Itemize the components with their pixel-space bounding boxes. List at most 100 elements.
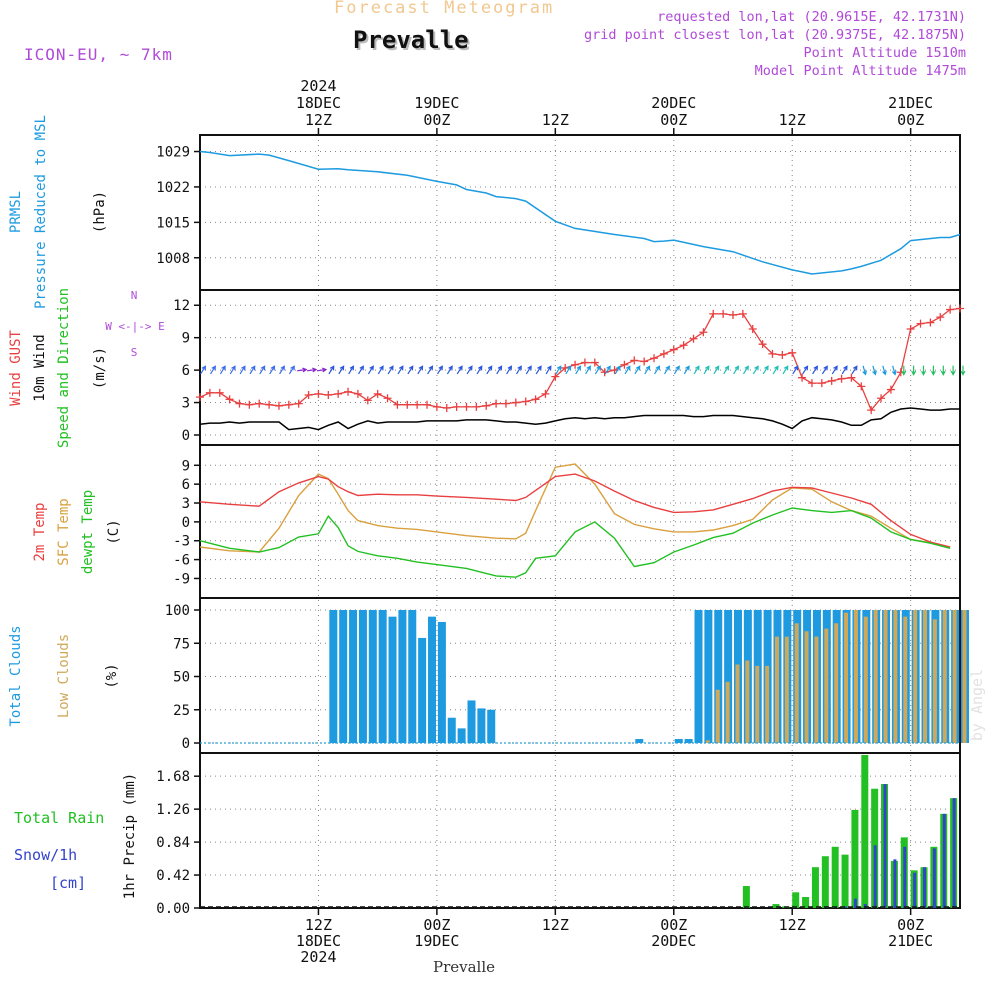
gust-marker (946, 305, 955, 314)
snow-bar (863, 904, 867, 908)
gust-marker (324, 390, 333, 399)
clouds-label-2: Low Clouds (56, 634, 72, 718)
wind-arrow (486, 365, 493, 375)
low-cloud-bar (804, 631, 809, 743)
gust-marker (788, 348, 797, 357)
total-cloud-bar (378, 610, 387, 743)
wind-arrow (219, 365, 226, 375)
precip-unit: 1hr Precip (mm) (122, 773, 138, 899)
wind-arrow (249, 365, 256, 375)
gust-marker (650, 354, 659, 363)
snow-bar (923, 867, 927, 908)
wind-arrow (397, 365, 404, 375)
x-tick-label-bottom: 12Z (542, 916, 569, 934)
low-cloud-bar (755, 665, 760, 743)
low-cloud-bar (883, 610, 888, 743)
rain-bar (821, 856, 829, 908)
clouds-unit: (%) (104, 663, 120, 688)
total-cloud-bar (724, 610, 733, 743)
wind-arrow (812, 365, 818, 375)
gust-marker (590, 358, 599, 367)
wind-arrow (634, 365, 641, 375)
wind-arrow (555, 365, 562, 375)
gust-marker (886, 385, 895, 394)
temp-label-3: dewpt Temp (80, 490, 96, 574)
wind-arrow (209, 365, 216, 375)
y-tick-label: -3 (173, 534, 190, 550)
low-cloud-bar (824, 628, 829, 743)
y-tick-label: 6 (182, 363, 190, 379)
wind-arrow (496, 365, 503, 375)
rain-bar (742, 886, 750, 908)
total-cloud-bar (457, 728, 466, 743)
gust-marker (758, 340, 767, 349)
gust-marker (827, 376, 836, 385)
gust-marker (847, 373, 856, 382)
y-tick-label: 1.68 (156, 769, 190, 785)
wind-arrow (654, 365, 661, 375)
gust-marker (531, 395, 540, 404)
compass-south: S (131, 346, 138, 359)
chart-subtitle: Forecast Meteogram (334, 0, 555, 18)
wind-arrow (338, 365, 345, 375)
low-cloud-bar (913, 610, 918, 743)
pressure-label-1: PRMSL (8, 191, 24, 233)
wind-arrow (841, 365, 848, 375)
low-cloud-bar (834, 623, 839, 743)
gust-marker (265, 400, 274, 409)
wind-arrow (872, 365, 877, 376)
x-tick-label-top: 12Z (542, 111, 569, 129)
gust-marker (235, 399, 244, 408)
gust-marker (669, 345, 678, 354)
total-cloud-bar (428, 616, 437, 743)
wind-arrow (723, 365, 730, 375)
low-cloud-bar (952, 610, 957, 743)
total-cloud-bar (388, 616, 397, 743)
wind-arrow (862, 365, 867, 376)
x-tick-label-bottom: 20DEC (651, 932, 696, 950)
wind-unit: (m/s) (92, 347, 108, 389)
snow-bar (844, 906, 848, 908)
gust-marker (877, 394, 886, 403)
temp-label-1: 2m Temp (32, 502, 48, 561)
x-tick-label-top: 19DEC (414, 94, 459, 112)
x-tick-label-bottom: 21DEC (888, 932, 933, 950)
total-cloud-bar (684, 739, 693, 743)
wind-arrow (950, 365, 956, 376)
low-cloud-bar (814, 636, 819, 743)
low-cloud-bar (873, 610, 878, 743)
wind-arrow (229, 365, 236, 375)
low-cloud-bar (962, 610, 967, 743)
gust-marker (926, 318, 935, 327)
y-tick-label: 1022 (156, 180, 190, 196)
wind-arrow (377, 365, 384, 375)
wind-arrow (940, 365, 946, 376)
y-tick-label: 1015 (156, 215, 190, 231)
y-tick-label: 3 (182, 496, 190, 512)
grid-point-coords: grid point closest lon,lat (20.9375E, 42… (583, 27, 966, 43)
panel-3-axis: 0 25 50 75 100 (165, 597, 961, 754)
wind-arrow (269, 365, 276, 375)
total-cloud-bar (339, 610, 348, 743)
snow-bar (873, 845, 877, 908)
model-altitude: Model Point Altitude 1475m (754, 63, 966, 79)
gust-marker (521, 397, 530, 406)
wind-direction-arrows (200, 365, 966, 376)
gust-marker (284, 400, 293, 409)
pressure-label-2: Pressure Reduced to MSL (33, 115, 49, 309)
wind-arrow (545, 365, 552, 375)
gust-marker (393, 400, 402, 409)
gust-marker (679, 341, 688, 350)
gust-marker (620, 360, 629, 369)
wind-arrow (575, 365, 582, 375)
x-tick-label-top: 2024 (300, 77, 336, 95)
gust-marker (403, 400, 412, 409)
gust-marker (699, 328, 708, 337)
wind-arrow (673, 365, 680, 375)
y-tick-label: -9 (173, 571, 190, 587)
rain-bar (841, 854, 849, 908)
wind-arrow (831, 365, 838, 375)
gust-marker (492, 399, 501, 408)
